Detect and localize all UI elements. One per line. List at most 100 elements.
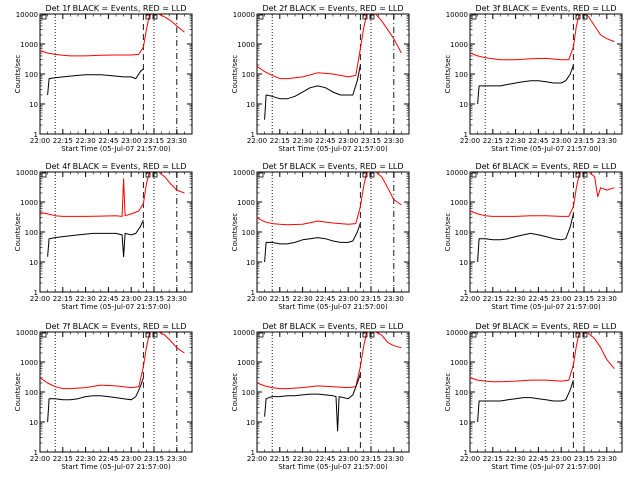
y-tick-label: 10000	[446, 11, 468, 19]
state-marker	[258, 172, 264, 178]
y-tick-label: 10000	[233, 329, 255, 337]
panel-title: Det 2f BLACK = Events, RED = LLD	[262, 4, 403, 13]
y-tick-label: 100	[25, 229, 38, 237]
x-tick-label: 22:30	[506, 295, 526, 303]
x-tick-label: 22:45	[315, 295, 335, 303]
x-tick-label: 22:00	[460, 455, 480, 463]
detector-panel-7: Det 7f BLACK = Events, RED = LLD 1 10 100 10…	[14, 322, 193, 471]
plot-area	[257, 14, 402, 120]
detector-panel-6: Det 6f BLACK = Events, RED = LLD 1 10 100 10…	[444, 162, 623, 311]
state-marker	[41, 332, 47, 338]
lld-rate-line	[257, 172, 402, 226]
x-tick-label: 23:00	[551, 295, 571, 303]
x-tick-label: 22:45	[315, 455, 335, 463]
state-marker	[145, 14, 151, 20]
state-marker	[41, 172, 47, 178]
x-tick-label: 23:30	[597, 455, 617, 463]
detector-panel-9: Det 9f BLACK = Events, RED = LLD 1 10 100 10…	[444, 322, 623, 471]
panel-title: Det 5f BLACK = Events, RED = LLD	[262, 162, 403, 171]
x-tick-label: 22:45	[528, 137, 548, 145]
plot-area	[40, 332, 185, 423]
x-tick-label: 23:30	[167, 295, 187, 303]
x-axis-label: Start Time (05-Jul-07 21:57:00)	[61, 463, 171, 471]
x-tick-label: 23:15	[144, 137, 164, 145]
events-rate-line	[47, 219, 144, 258]
x-tick-label: 23:00	[551, 137, 571, 145]
x-tick-label: 22:30	[506, 137, 526, 145]
x-tick-label: 22:45	[98, 295, 118, 303]
y-tick-label: 1000	[237, 41, 255, 49]
events-rate-line	[477, 379, 574, 423]
y-axis-label: Counts/sec	[444, 55, 452, 94]
plot-area	[470, 14, 615, 105]
x-axis-label: Start Time (05-Jul-07 21:57:00)	[278, 303, 388, 311]
detector-panel-2: Det 2f BLACK = Events, RED = LLD 1 10 100 10…	[231, 4, 410, 153]
y-tick-label: 10000	[233, 169, 255, 177]
lld-rate-line	[40, 14, 185, 57]
detector-panel-5: Det 5f BLACK = Events, RED = LLD 1 10 100 10…	[231, 162, 410, 311]
y-tick-label: 100	[242, 389, 255, 397]
y-axis-label: Counts/sec	[231, 373, 239, 412]
y-tick-label: 10000	[446, 329, 468, 337]
state-marker	[145, 332, 151, 338]
y-tick-label: 1000	[20, 41, 38, 49]
lld-rate-line	[40, 332, 185, 390]
y-tick-label: 1	[34, 449, 38, 457]
detector-panel-4: Det 4f BLACK = Events, RED = LLD 1 10 100 10…	[14, 162, 193, 311]
panel-title: Det 7f BLACK = Events, RED = LLD	[45, 322, 186, 331]
lld-rate-line	[257, 14, 402, 80]
y-tick-label: 1000	[237, 199, 255, 207]
y-axis-label: Counts/sec	[14, 373, 22, 412]
y-axis-label: Counts/sec	[231, 55, 239, 94]
plot-frame	[256, 171, 410, 293]
state-marker	[575, 332, 581, 338]
x-tick-label: 22:30	[293, 295, 313, 303]
y-tick-label: 100	[25, 71, 38, 79]
x-axis-label: Start Time (05-Jul-07 21:57:00)	[278, 145, 388, 153]
events-rate-line	[264, 373, 361, 432]
y-tick-label: 10	[246, 101, 255, 109]
y-tick-label: 1	[34, 131, 38, 139]
x-tick-label: 22:45	[315, 137, 335, 145]
x-tick-label: 23:15	[144, 455, 164, 463]
x-tick-label: 22:45	[98, 455, 118, 463]
x-axis-label: Start Time (05-Jul-07 21:57:00)	[278, 463, 388, 471]
plot-area	[40, 172, 185, 258]
state-marker	[41, 14, 47, 20]
x-tick-label: 22:00	[247, 455, 267, 463]
y-tick-label: 10	[29, 419, 38, 427]
detector-panel-8: Det 8f BLACK = Events, RED = LLD 1 10 100 10…	[231, 322, 410, 471]
state-marker	[471, 14, 477, 20]
plot-frame	[469, 171, 623, 293]
state-marker	[369, 14, 375, 20]
x-axis-label: Start Time (05-Jul-07 21:57:00)	[61, 303, 171, 311]
x-tick-label: 22:15	[53, 295, 73, 303]
y-axis-label: Counts/sec	[14, 213, 22, 252]
x-axis-label: Start Time (05-Jul-07 21:57:00)	[491, 145, 601, 153]
events-rate-line	[264, 64, 361, 120]
x-tick-label: 23:30	[597, 295, 617, 303]
events-rate-line	[477, 213, 574, 263]
state-marker	[471, 172, 477, 178]
plot-area	[40, 14, 185, 96]
x-tick-label: 22:30	[76, 137, 96, 145]
x-tick-label: 23:30	[384, 137, 404, 145]
x-tick-label: 23:00	[338, 295, 358, 303]
x-tick-label: 23:15	[574, 455, 594, 463]
x-tick-label: 22:15	[270, 295, 290, 303]
x-tick-label: 23:00	[121, 295, 141, 303]
x-tick-label: 22:00	[460, 295, 480, 303]
y-tick-label: 1000	[237, 359, 255, 367]
y-tick-label: 100	[25, 389, 38, 397]
x-tick-label: 22:30	[76, 295, 96, 303]
x-tick-label: 22:15	[270, 455, 290, 463]
y-tick-label: 1	[464, 131, 468, 139]
state-marker	[575, 172, 581, 178]
events-rate-line	[477, 64, 574, 105]
x-tick-label: 23:30	[597, 137, 617, 145]
state-marker	[362, 332, 368, 338]
x-tick-label: 23:15	[574, 295, 594, 303]
y-axis-label: Counts/sec	[444, 373, 452, 412]
y-tick-label: 10	[459, 101, 468, 109]
y-tick-label: 10000	[16, 169, 38, 177]
